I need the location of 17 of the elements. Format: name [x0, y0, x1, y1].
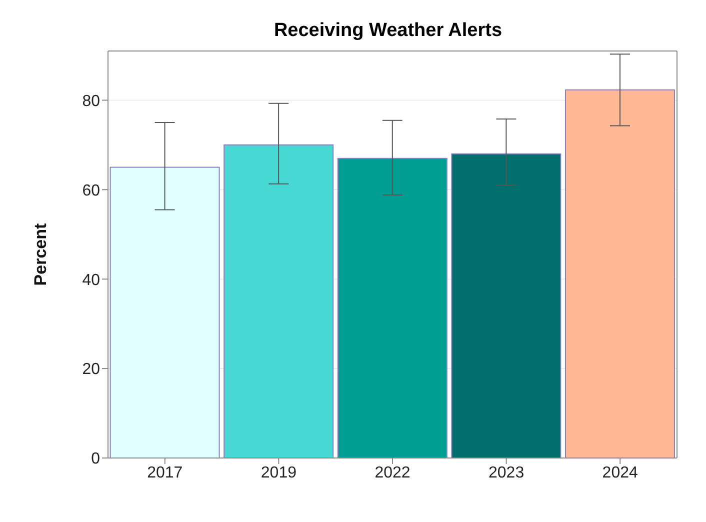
x-tick-label: 2022: [374, 464, 410, 482]
x-tick-label: 2023: [488, 464, 524, 482]
bar: [451, 153, 562, 458]
y-tick-label: 40: [82, 272, 100, 289]
bar: [224, 144, 334, 458]
bar: [564, 89, 675, 458]
chart-title: Receiving Weather Alerts: [272, 19, 504, 42]
bar: [110, 166, 220, 458]
y-tick-label: 0: [91, 450, 100, 468]
y-tick-label: 80: [82, 92, 100, 110]
x-tick-label: 2019: [260, 464, 297, 482]
x-tick-label: 2024: [602, 464, 638, 482]
bar: [337, 158, 448, 458]
x-tick-label: 2017: [147, 464, 183, 482]
y-tick-label: 60: [82, 182, 100, 200]
y-axis-title: Percent: [31, 222, 50, 286]
y-tick-label: 20: [82, 361, 100, 378]
